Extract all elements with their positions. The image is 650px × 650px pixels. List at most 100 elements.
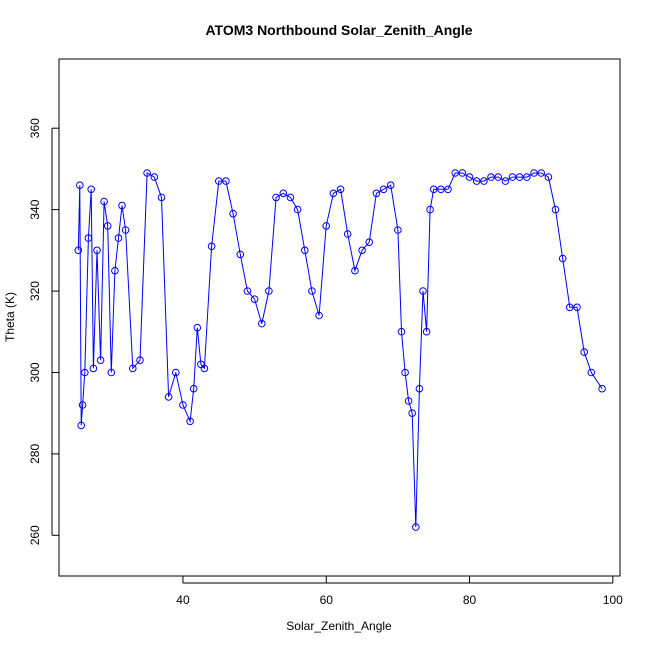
data-point [265, 287, 273, 295]
data-point [523, 173, 531, 181]
data-point [580, 348, 589, 356]
y-tick-label: 320 [28, 281, 42, 301]
data-point [308, 287, 316, 295]
data-point [458, 169, 467, 177]
data-point [172, 368, 180, 377]
data-point [358, 246, 366, 255]
data-point [121, 226, 130, 234]
data-point [397, 327, 406, 336]
data-point [515, 173, 524, 181]
y-tick-label: 300 [28, 362, 42, 382]
data-point [118, 201, 126, 210]
data-point [111, 266, 119, 275]
data-point [422, 327, 431, 336]
data-point [551, 205, 560, 214]
data-point [394, 226, 402, 234]
data-point [386, 181, 395, 189]
data-point [501, 177, 510, 185]
data-point [322, 222, 331, 230]
data-point [103, 222, 112, 230]
data-point [530, 169, 538, 177]
points-layer [74, 169, 606, 531]
data-point [343, 230, 352, 238]
x-tick-label: 60 [320, 593, 334, 607]
data-point [465, 173, 474, 181]
data-point [408, 409, 417, 418]
data-point [78, 401, 87, 409]
data-point [107, 368, 116, 377]
data-point [537, 169, 546, 177]
data-point [587, 368, 596, 377]
data-point [258, 319, 266, 328]
y-tick-label: 340 [28, 199, 42, 219]
data-point [293, 205, 302, 214]
data-point [250, 295, 259, 304]
data-point [508, 173, 517, 181]
data-point [143, 169, 151, 177]
data-point [444, 185, 452, 194]
y-tick-label: 260 [28, 525, 42, 545]
data-point [207, 242, 216, 251]
data-point [544, 173, 553, 181]
data-point [93, 246, 101, 255]
data-point [351, 266, 359, 275]
data-point [236, 250, 245, 259]
data-point [243, 287, 252, 295]
data-point [89, 364, 98, 373]
data-point [401, 368, 409, 377]
data-point [426, 205, 434, 214]
data-point [487, 173, 495, 181]
data-point [186, 417, 194, 426]
data-point [150, 173, 159, 181]
data-point [573, 303, 581, 312]
data-point [379, 185, 388, 194]
data-point [558, 254, 567, 263]
data-point [74, 246, 83, 255]
x-tick-label: 80 [463, 593, 477, 607]
data-point [451, 169, 460, 177]
data-point [200, 364, 209, 373]
x-axis-label: Solar_Zenith_Angle [286, 619, 392, 633]
series-line [77, 172, 603, 528]
data-point [179, 401, 187, 409]
data-point [566, 303, 574, 312]
data-point [129, 364, 137, 373]
data-point [81, 368, 89, 377]
data-point [164, 393, 173, 401]
data-point [136, 356, 144, 365]
data-point [329, 189, 338, 198]
data-point [315, 311, 323, 320]
y-tick-label: 360 [28, 118, 42, 138]
y-axis-label: Theta (K) [3, 292, 17, 342]
data-point [412, 523, 420, 531]
data-point [404, 397, 413, 405]
data-point [100, 197, 108, 206]
chart-title: ATOM3 Northbound Solar_Zenith_Angle [205, 22, 472, 38]
data-point [272, 193, 280, 202]
y-axis: 260 280 300 320 340 360 [28, 118, 59, 545]
data-point [415, 384, 424, 393]
x-tick-label: 100 [603, 593, 623, 607]
data-point [193, 323, 202, 332]
data-point [429, 185, 438, 194]
data-point [96, 356, 105, 365]
data-point [279, 189, 288, 198]
data-point [365, 238, 374, 246]
y-tick-label: 280 [28, 444, 42, 464]
data-point [157, 193, 166, 202]
plot-frame [58, 58, 621, 577]
x-axis: 40 60 80 100 [176, 576, 623, 607]
data-point [77, 421, 85, 430]
data-point [222, 177, 230, 185]
data-point [87, 185, 95, 194]
data-point [229, 209, 237, 218]
data-point [114, 234, 123, 242]
data-point [494, 173, 503, 181]
data-point [76, 181, 84, 189]
data-point [419, 287, 427, 295]
data-point [301, 246, 309, 255]
data-point [286, 193, 295, 202]
data-point [598, 384, 606, 393]
